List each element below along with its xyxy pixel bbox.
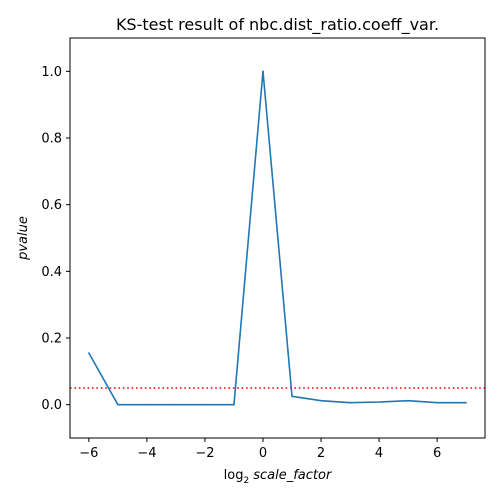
series-line	[88, 70, 467, 406]
data-point	[262, 70, 264, 73]
y-tick-label: 0.0	[41, 398, 62, 413]
data-point	[204, 403, 206, 406]
data-point	[349, 401, 351, 404]
x-axis-label-log: log	[224, 468, 244, 483]
x-tick-label: −4	[137, 446, 156, 461]
y-axis: 0.0 0.2 0.4 0.6 0.8 1.0	[41, 65, 70, 413]
data-point	[407, 399, 409, 402]
x-axis-label-main: scale_factor	[253, 468, 333, 483]
data-point	[117, 403, 119, 406]
x-axis-label-base: 2	[244, 476, 250, 486]
data-point	[146, 403, 148, 406]
data-point	[436, 401, 438, 404]
x-axis-label: log2 scale_factor	[224, 468, 333, 486]
chart-title: KS-test result of nbc.dist_ratio.coeff_v…	[116, 15, 439, 35]
data-point	[175, 403, 177, 406]
data-point	[88, 352, 90, 354]
x-tick-label: 0	[259, 446, 267, 461]
x-tick-label: 2	[317, 446, 325, 461]
x-tick-label: −2	[195, 446, 214, 461]
y-tick-label: 0.8	[41, 132, 62, 147]
data-point	[291, 395, 293, 398]
axes-frame	[69, 37, 486, 439]
y-tick-label: 0.2	[41, 332, 62, 347]
y-axis-label: pvalue	[16, 216, 31, 261]
data-point	[233, 403, 235, 406]
x-tick-label: 6	[433, 446, 441, 461]
y-tick-label: 1.0	[41, 65, 62, 80]
x-axis: −6 −4 −2 0 2 4 6	[79, 438, 441, 461]
y-tick-label: 0.4	[41, 265, 62, 280]
plot-area	[70, 70, 485, 406]
data-point	[320, 399, 322, 402]
y-tick-label: 0.6	[41, 198, 62, 213]
x-tick-label: −6	[79, 446, 98, 461]
data-point	[465, 401, 467, 404]
x-tick-label: 4	[375, 446, 383, 461]
data-point	[378, 401, 380, 403]
